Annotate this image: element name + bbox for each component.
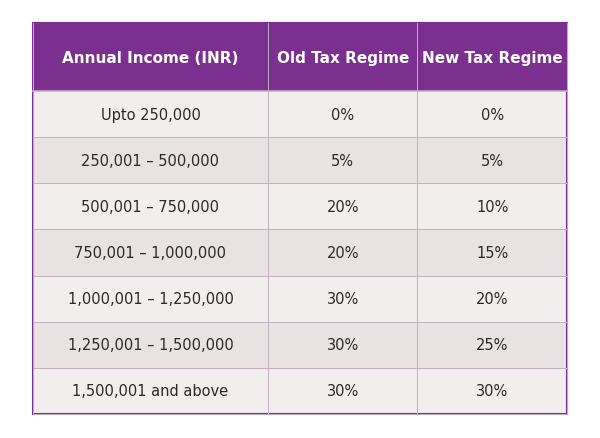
Text: 30%: 30%: [326, 383, 359, 399]
FancyBboxPatch shape: [33, 92, 268, 138]
Text: 20%: 20%: [326, 245, 359, 261]
Text: New Tax Regime: New Tax Regime: [422, 50, 563, 66]
Text: 30%: 30%: [326, 291, 359, 307]
Text: 10%: 10%: [476, 199, 508, 215]
FancyBboxPatch shape: [418, 138, 567, 184]
Text: 1,250,001 – 1,500,000: 1,250,001 – 1,500,000: [68, 337, 233, 353]
Text: 15%: 15%: [476, 245, 508, 261]
FancyBboxPatch shape: [268, 184, 418, 230]
Text: 5%: 5%: [331, 153, 354, 169]
Text: 30%: 30%: [476, 383, 508, 399]
Text: 20%: 20%: [326, 199, 359, 215]
Text: 25%: 25%: [476, 337, 508, 353]
Text: 20%: 20%: [476, 291, 508, 307]
FancyBboxPatch shape: [33, 322, 268, 368]
FancyBboxPatch shape: [268, 322, 418, 368]
FancyBboxPatch shape: [418, 184, 567, 230]
FancyBboxPatch shape: [418, 276, 567, 322]
FancyBboxPatch shape: [418, 368, 567, 414]
Text: 1,000,001 – 1,250,000: 1,000,001 – 1,250,000: [68, 291, 233, 307]
Text: 750,001 – 1,000,000: 750,001 – 1,000,000: [74, 245, 226, 261]
FancyBboxPatch shape: [418, 24, 567, 92]
Text: 1,500,001 and above: 1,500,001 and above: [73, 383, 229, 399]
FancyBboxPatch shape: [33, 24, 268, 92]
Text: 0%: 0%: [331, 107, 354, 123]
Text: 5%: 5%: [481, 153, 504, 169]
FancyBboxPatch shape: [33, 230, 268, 276]
Text: Upto 250,000: Upto 250,000: [101, 107, 200, 123]
Text: 500,001 – 750,000: 500,001 – 750,000: [82, 199, 220, 215]
FancyBboxPatch shape: [33, 184, 268, 230]
FancyBboxPatch shape: [268, 230, 418, 276]
FancyBboxPatch shape: [418, 230, 567, 276]
FancyBboxPatch shape: [268, 24, 418, 92]
Text: 0%: 0%: [481, 107, 504, 123]
FancyBboxPatch shape: [268, 276, 418, 322]
FancyBboxPatch shape: [33, 138, 268, 184]
Text: 30%: 30%: [326, 337, 359, 353]
FancyBboxPatch shape: [33, 276, 268, 322]
FancyBboxPatch shape: [33, 368, 268, 414]
Text: Old Tax Regime: Old Tax Regime: [277, 50, 409, 66]
FancyBboxPatch shape: [418, 322, 567, 368]
Text: 250,001 – 500,000: 250,001 – 500,000: [82, 153, 220, 169]
FancyBboxPatch shape: [268, 368, 418, 414]
FancyBboxPatch shape: [418, 92, 567, 138]
FancyBboxPatch shape: [268, 138, 418, 184]
Text: Annual Income (INR): Annual Income (INR): [62, 50, 239, 66]
FancyBboxPatch shape: [268, 92, 418, 138]
